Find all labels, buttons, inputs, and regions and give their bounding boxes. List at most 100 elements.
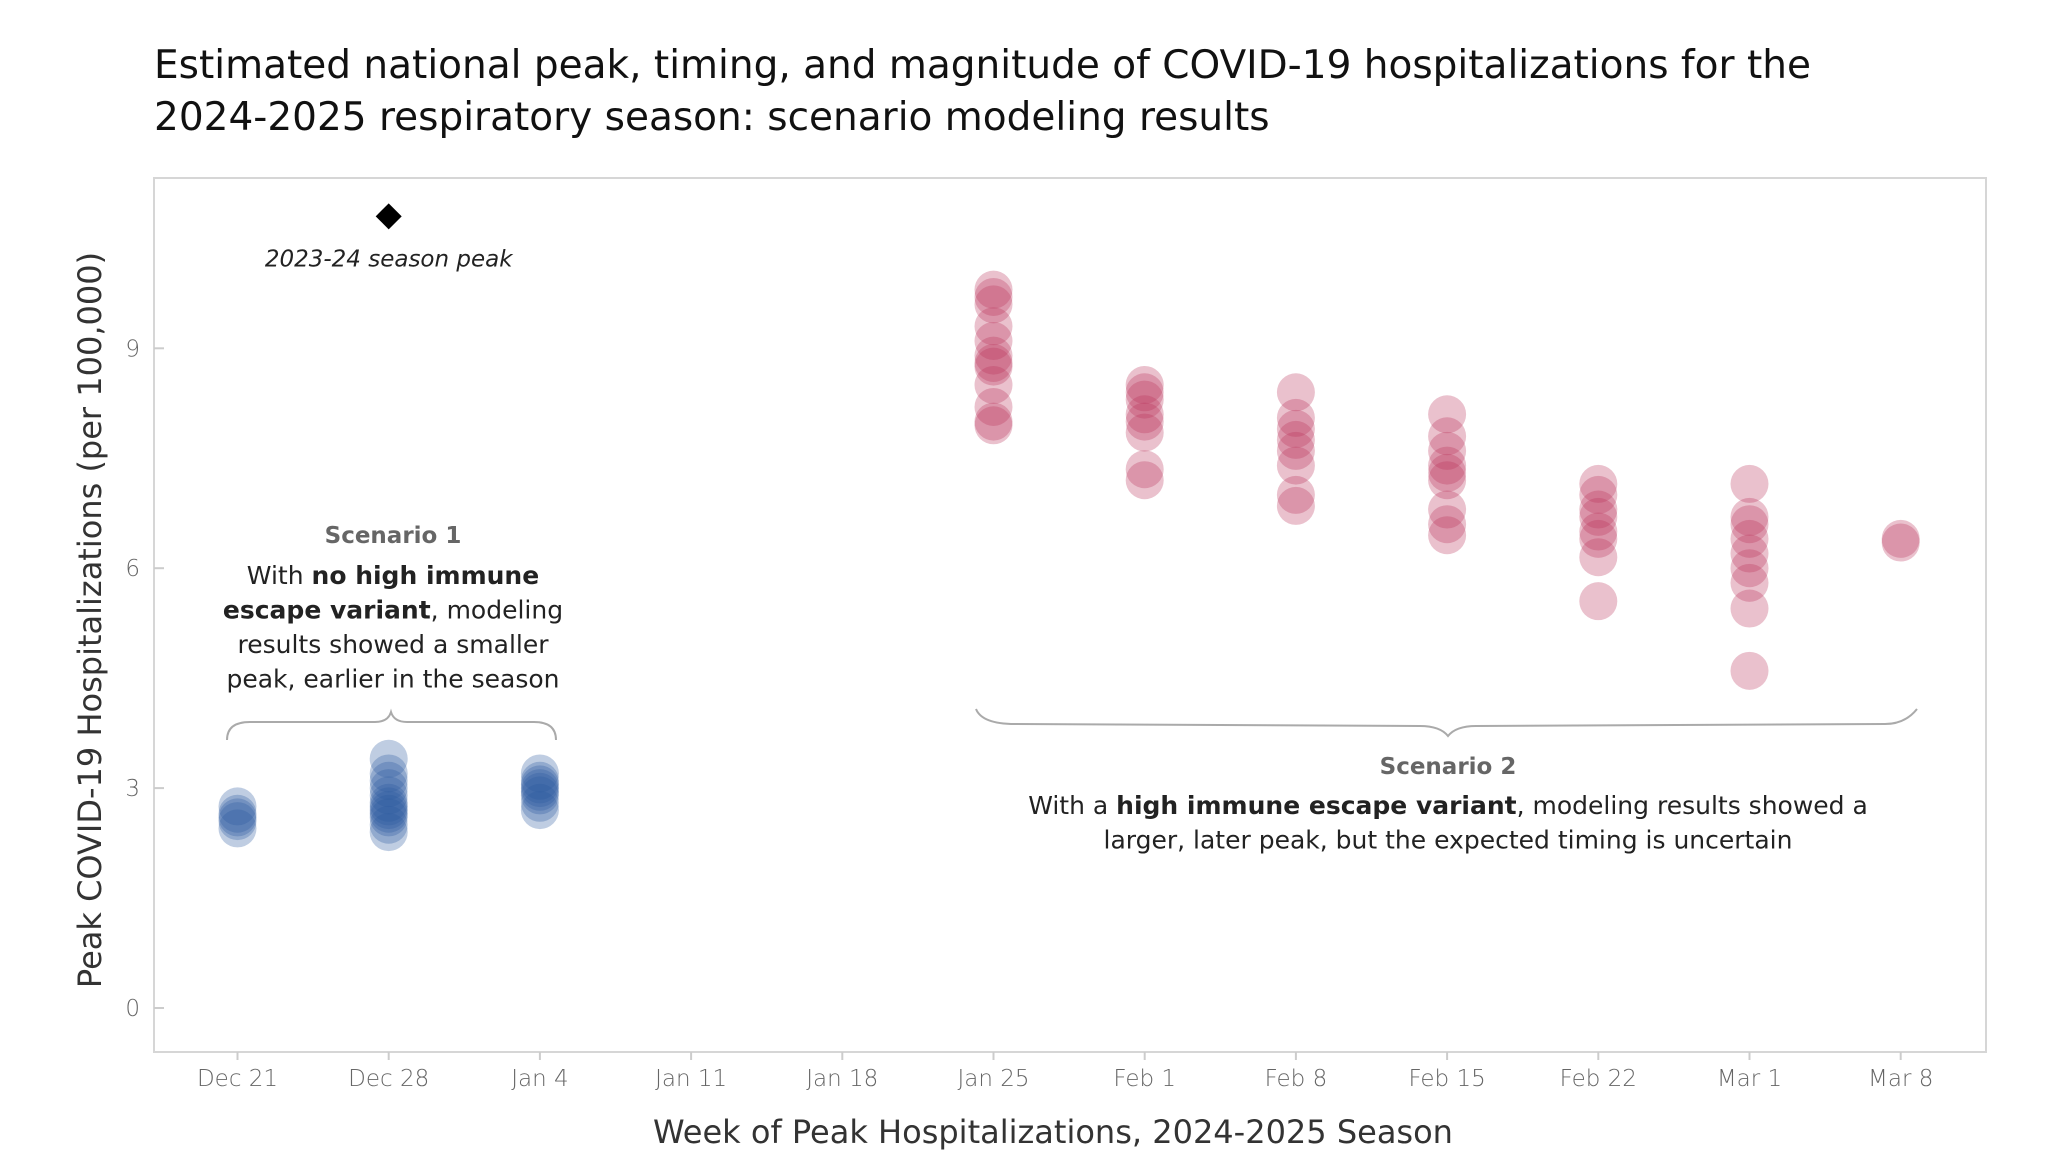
data-point	[974, 365, 1013, 404]
data-point	[520, 776, 559, 815]
data-point	[369, 754, 408, 793]
data-point	[1125, 450, 1164, 489]
data-point	[974, 307, 1013, 346]
annotation-line: larger, later peak, but the expected tim…	[1104, 826, 1793, 855]
y-tick-label: 3	[125, 776, 140, 802]
data-point	[1428, 417, 1467, 456]
data-point	[218, 798, 257, 837]
data-point	[1579, 582, 1618, 621]
x-tick-label: Feb 8	[1265, 1066, 1328, 1092]
data-point	[974, 321, 1013, 360]
x-axis-ticks: Dec 21 Dec 28 Jan 4 Jan 11 Jan 18 Jan 25 Feb 1…	[197, 1052, 1933, 1092]
y-axis-label: Peak COVID-19 Hospitalizations (per 100,…	[71, 252, 109, 988]
data-point	[218, 802, 257, 841]
data-point	[520, 754, 559, 793]
data-point	[1428, 431, 1467, 470]
data-point	[1125, 413, 1164, 452]
data-point	[974, 270, 1013, 309]
y-axis-ticks: 0 3 6 9	[125, 336, 164, 1022]
data-point	[1125, 395, 1164, 434]
data-point	[369, 739, 408, 778]
scenario-2-brace	[975, 708, 1918, 738]
reference-label: 2023-24 season peak	[265, 246, 514, 272]
annotation-text: With a	[1028, 791, 1116, 820]
annotation-text: results showed a smaller	[237, 630, 549, 659]
data-point	[1276, 475, 1315, 514]
data-point	[1276, 373, 1315, 412]
data-point	[1428, 453, 1467, 492]
data-point	[218, 787, 257, 826]
annotation-bold-text: escape variant	[223, 596, 431, 625]
data-point	[974, 285, 1013, 324]
x-axis-label: Week of Peak Hospitalizations, 2024-2025…	[653, 1113, 1453, 1151]
data-point	[1730, 549, 1769, 588]
annotation-bold-text: high immune escape variant	[1116, 791, 1517, 820]
data-point	[1125, 380, 1164, 419]
data-point	[520, 761, 559, 800]
annotation-bold-text: no high immune	[312, 561, 540, 590]
data-point	[1125, 365, 1164, 404]
plot-area	[153, 177, 1987, 1053]
data-point	[369, 798, 408, 837]
x-tick-label: Feb 1	[1113, 1066, 1176, 1092]
data-point	[369, 794, 408, 833]
data-point	[369, 813, 408, 852]
y-tick-label: 6	[125, 556, 140, 582]
data-point	[1579, 538, 1618, 577]
data-point	[1579, 464, 1618, 503]
data-point	[369, 761, 408, 800]
data-point	[1730, 505, 1769, 544]
data-point	[974, 406, 1013, 445]
data-point	[520, 783, 559, 822]
data-point	[1276, 409, 1315, 448]
data-point	[369, 769, 408, 808]
data-point	[974, 277, 1013, 316]
reference-diamond-marker	[375, 203, 402, 230]
data-point	[1428, 446, 1467, 485]
data-point	[1276, 431, 1315, 470]
data-point	[1276, 486, 1315, 525]
data-point	[1579, 519, 1618, 558]
data-point	[520, 765, 559, 804]
x-tick-label: Dec 21	[197, 1066, 278, 1092]
x-tick-label: Jan 11	[655, 1066, 727, 1092]
annotation-text: , modeling	[431, 596, 563, 625]
y-tick-label: 9	[125, 336, 140, 362]
data-point	[1428, 505, 1467, 544]
annotation-line: escape variant, modeling	[223, 596, 563, 625]
x-tick-label: Jan 4	[511, 1066, 568, 1092]
data-point	[1125, 402, 1164, 441]
x-tick-label: Dec 28	[348, 1066, 429, 1092]
data-point	[1125, 373, 1164, 412]
data-point	[520, 772, 559, 811]
scenario-1-description: With no high immune escape variant, model…	[223, 561, 563, 694]
data-point	[520, 769, 559, 808]
data-point	[1881, 519, 1920, 558]
data-point	[1730, 563, 1769, 602]
chart-title-line-1: Estimated national peak, timing, and mag…	[154, 43, 1811, 88]
data-point	[1730, 497, 1769, 536]
scenario-2-description: With a high immune escape variant, model…	[1028, 791, 1868, 855]
data-point	[1730, 651, 1769, 690]
annotation-text: , modeling results showed a	[1517, 791, 1868, 820]
data-point	[369, 805, 408, 844]
data-points	[218, 270, 1920, 852]
data-point	[369, 791, 408, 830]
scenario-2-heading: Scenario 2	[1380, 754, 1517, 780]
data-point	[520, 791, 559, 830]
data-point	[218, 809, 257, 848]
data-point	[369, 787, 408, 826]
chart-title-line-2: 2024-2025 respiratory season: scenario m…	[154, 95, 1270, 140]
data-point	[1579, 490, 1618, 529]
y-tick-label: 0	[125, 996, 140, 1022]
annotation-line: results showed a smaller	[237, 630, 549, 659]
x-tick-label: Mar 1	[1717, 1066, 1782, 1092]
data-point	[1579, 497, 1618, 536]
data-point	[1428, 395, 1467, 434]
data-point	[1881, 523, 1920, 562]
data-point	[974, 347, 1013, 386]
data-point	[1579, 475, 1618, 514]
annotation-text: larger, later peak, but the expected tim…	[1104, 826, 1793, 855]
data-point	[974, 343, 1013, 382]
